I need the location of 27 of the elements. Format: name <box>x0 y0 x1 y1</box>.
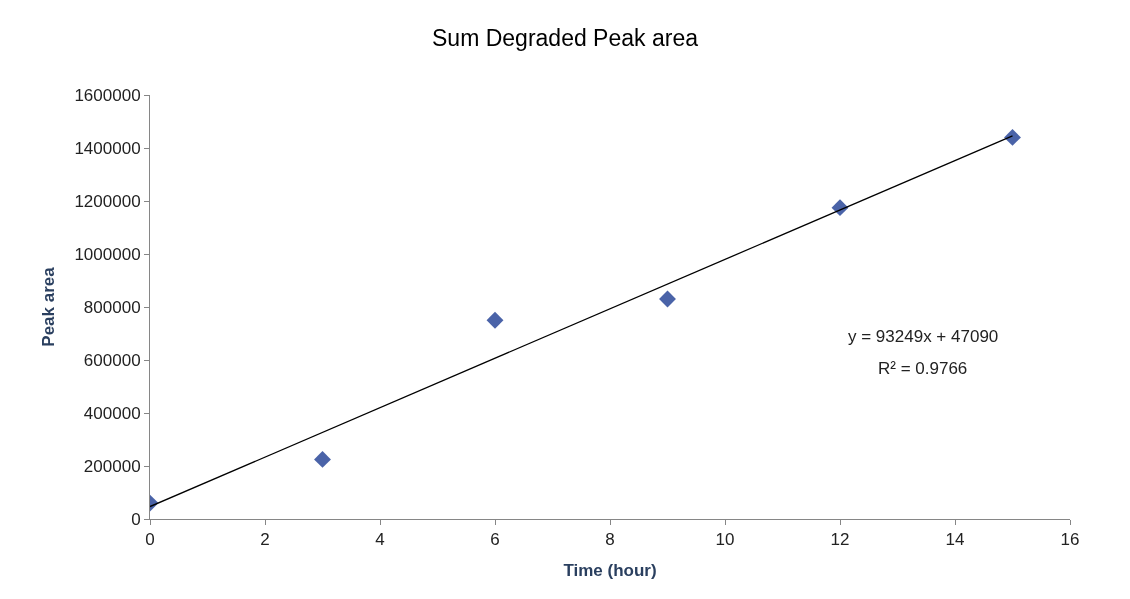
y-tick-label: 1600000 <box>74 85 141 105</box>
x-tick-label: 16 <box>1060 530 1080 550</box>
chart-title: Sum Degraded Peak area <box>432 25 699 52</box>
x-tick-label: 2 <box>260 530 270 550</box>
point <box>314 450 331 468</box>
point <box>486 311 504 329</box>
y-tick-label: 1000000 <box>74 244 141 264</box>
x-axis-title: Time (hour) <box>563 560 657 580</box>
point <box>659 290 676 308</box>
x-tick-label: 12 <box>830 530 850 550</box>
y-tick-label: 0 <box>131 509 141 529</box>
y-tick-label: 1200000 <box>74 191 141 211</box>
y-tick-label: 200000 <box>83 456 141 476</box>
x-tick-label: 14 <box>945 530 965 550</box>
point <box>1004 128 1021 146</box>
y-axis-title: Peak area <box>38 266 58 347</box>
y-tick-label: 1400000 <box>74 138 141 158</box>
annotation: R² = 0.9766 <box>878 359 968 378</box>
x-tick-label: 0 <box>145 530 155 550</box>
x-tick-label: 6 <box>490 530 500 550</box>
y-tick-label: 800000 <box>83 297 141 317</box>
x-tick-label: 4 <box>375 530 385 550</box>
annotation: y = 93249x + 47090 <box>848 327 999 346</box>
y-tick-label: 400000 <box>83 403 141 423</box>
x-tick-label: 10 <box>715 530 735 550</box>
x-tick-label: 8 <box>605 530 615 550</box>
y-tick-label: 600000 <box>83 350 141 370</box>
